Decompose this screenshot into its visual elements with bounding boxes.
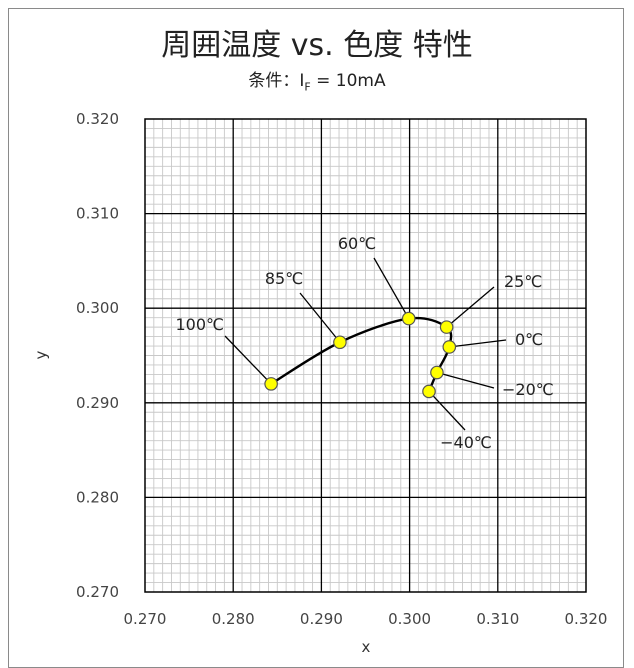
plot-area-border xyxy=(144,118,587,593)
x-tick-label: 0.290 xyxy=(300,610,343,628)
y-tick-label: 0.280 xyxy=(76,488,119,506)
data-labels: 100℃ 85℃ 60℃ 25℃ 0℃ −20℃ −40℃ xyxy=(175,234,553,452)
y-tick-label: 0.270 xyxy=(76,583,119,601)
leader-line xyxy=(446,286,495,328)
x-axis-label: x xyxy=(362,638,371,656)
x-tick-label: 0.280 xyxy=(212,610,255,628)
y-tick-labels: 0.270 0.280 0.290 0.300 0.310 0.320 xyxy=(76,110,119,601)
subtitle-subscript: F xyxy=(304,80,311,94)
x-tick-label: 0.320 xyxy=(565,610,608,628)
data-label: 60℃ xyxy=(338,234,376,253)
leader-line xyxy=(436,371,495,389)
subtitle-suffix: = 10mA xyxy=(310,71,386,91)
data-point xyxy=(401,311,416,326)
leader-line xyxy=(428,391,466,431)
data-label: −40℃ xyxy=(440,433,492,452)
data-point xyxy=(333,335,347,350)
data-label: 100℃ xyxy=(175,315,224,334)
subtitle-prefix: 条件：I xyxy=(248,71,305,91)
x-tick-label: 0.300 xyxy=(388,610,431,628)
data-label: 85℃ xyxy=(265,269,303,288)
data-point xyxy=(439,320,454,334)
x-tick-labels: 0.270 0.280 0.290 0.300 0.310 0.320 xyxy=(124,610,608,628)
chromaticity-curve xyxy=(270,316,453,392)
chart-frame xyxy=(8,8,624,668)
x-tick-label: 0.270 xyxy=(124,610,167,628)
chart-subtitle: 条件：IF = 10mA xyxy=(0,66,634,93)
x-tick-label: 0.310 xyxy=(476,610,519,628)
chart-title: 周囲温度 vs. 色度 特性 xyxy=(161,28,473,63)
data-markers xyxy=(264,311,457,399)
leader-line xyxy=(449,339,507,348)
major-grid xyxy=(145,119,586,592)
y-tick-label: 0.290 xyxy=(76,394,119,412)
data-label: 0℃ xyxy=(515,330,543,349)
leader-line xyxy=(299,292,341,343)
y-tick-label: 0.300 xyxy=(76,299,119,317)
data-label: 25℃ xyxy=(504,272,542,291)
y-tick-label: 0.320 xyxy=(76,110,119,128)
data-point xyxy=(264,377,278,391)
data-point xyxy=(442,340,457,354)
data-point xyxy=(422,384,436,399)
leader-line xyxy=(224,335,272,385)
y-tick-label: 0.310 xyxy=(76,205,119,223)
label-leader-lines xyxy=(224,257,507,431)
data-point xyxy=(430,365,444,380)
minor-grid xyxy=(145,119,586,592)
y-axis-label: y xyxy=(32,350,50,359)
data-label: −20℃ xyxy=(502,380,554,399)
leader-line xyxy=(373,257,410,319)
